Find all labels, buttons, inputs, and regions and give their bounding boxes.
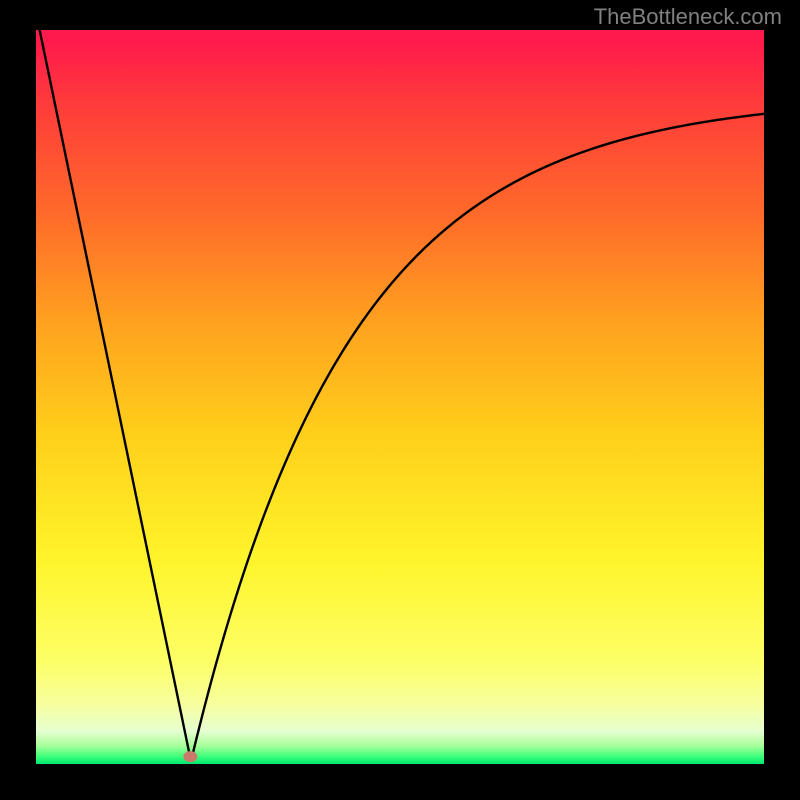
optimal-point-marker [183,751,197,762]
watermark-text: TheBottleneck.com [594,4,782,30]
gradient-background [36,30,764,764]
stage: TheBottleneck.com [0,0,800,800]
bottleneck-chart [36,30,764,764]
